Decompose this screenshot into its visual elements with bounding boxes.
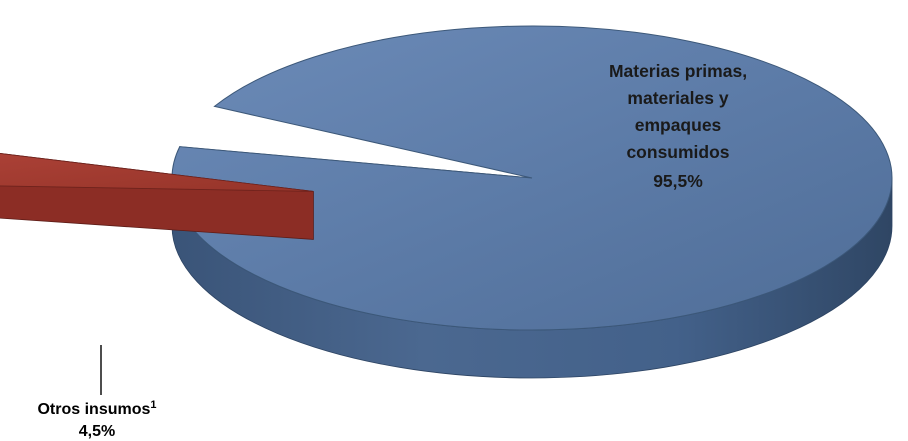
slice-otros-insumos-superscript: 1	[150, 399, 156, 411]
slice-materias-primas-label-line-1: Materias primas,	[609, 61, 747, 81]
slice-materias-primas-label-line-3: empaques	[635, 115, 722, 135]
slice-materias-primas	[171, 25, 893, 379]
slice-otros-insumos	[0, 153, 314, 240]
slice-materias-primas-label-line-4: consumidos	[626, 142, 729, 162]
slice-otros-insumos-value-label: 4,5%	[79, 423, 115, 440]
slice-materias-primas-value-label: 95,5%	[653, 171, 703, 191]
slice-otros-insumos-label: Otros insumos1 4,5%	[37, 399, 156, 440]
slice-materias-primas-label: Materias primas, materiales y empaques c…	[609, 61, 747, 191]
slice-materias-primas-top	[171, 25, 893, 331]
slice-otros-insumos-label-text: Otros insumos1	[37, 399, 156, 418]
slice-otros-insumos-top	[0, 153, 314, 192]
slice-otros-insumos-name: Otros insumos	[37, 401, 150, 418]
slice-materias-primas-label-line-2: materiales y	[627, 88, 728, 108]
